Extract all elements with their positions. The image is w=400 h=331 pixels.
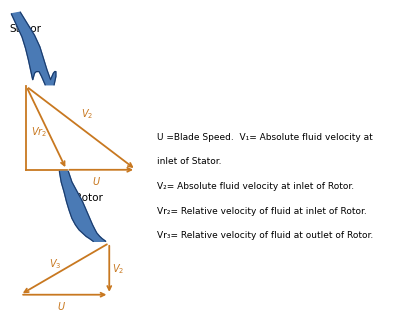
Text: Rotor: Rotor xyxy=(76,193,103,204)
Text: inlet of Stator.: inlet of Stator. xyxy=(157,157,222,166)
Text: $V_3$: $V_3$ xyxy=(49,258,61,271)
Text: Vr₂= Relative velocity of fluid at inlet of Rotor.: Vr₂= Relative velocity of fluid at inlet… xyxy=(157,207,367,216)
Text: V₂= Absolute fluid velocity at inlet of Rotor.: V₂= Absolute fluid velocity at inlet of … xyxy=(157,182,354,191)
Text: Stator: Stator xyxy=(10,24,42,34)
Text: $U$: $U$ xyxy=(92,175,101,187)
Text: $V_2$: $V_2$ xyxy=(112,262,124,276)
Polygon shape xyxy=(11,12,56,85)
Text: $U$: $U$ xyxy=(57,300,66,312)
Text: U =Blade Speed.  V₁= Absolute fluid velocity at: U =Blade Speed. V₁= Absolute fluid veloc… xyxy=(157,132,373,142)
Text: $V_2$: $V_2$ xyxy=(81,107,93,121)
Text: Vr₃= Relative velocity of fluid at outlet of Rotor.: Vr₃= Relative velocity of fluid at outle… xyxy=(157,231,374,240)
Polygon shape xyxy=(60,171,106,241)
Text: $Vr_2$: $Vr_2$ xyxy=(31,126,47,139)
